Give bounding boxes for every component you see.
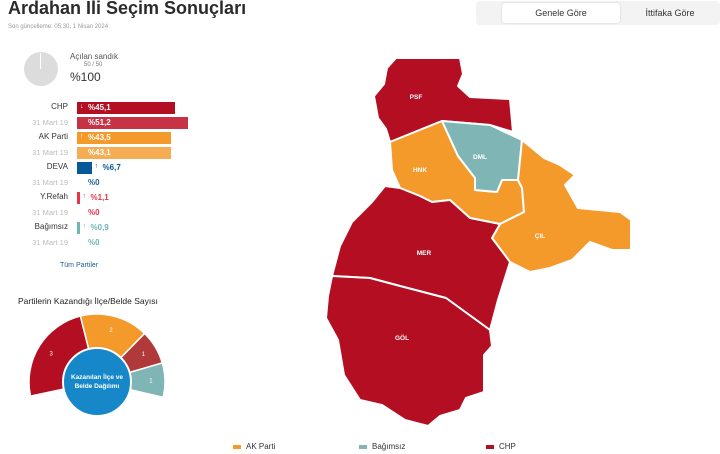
current-result-bar: [77, 162, 92, 174]
previous-election-label: 31 Mart 19: [32, 148, 68, 157]
legend-label-chp: CHP: [499, 442, 516, 451]
previous-election-label: 31 Mart 19: [32, 238, 68, 247]
legend-label-ak-parti: AK Parti: [246, 442, 276, 451]
trend-arrow: ↑: [82, 223, 87, 230]
legend-swatch-bagimsiz: [359, 445, 367, 449]
legend-label-bagimsiz: Bağımsız: [372, 442, 406, 451]
previous-percent: %51,2: [88, 118, 111, 127]
wins-center-label-2: Belde Dağılımı: [75, 383, 120, 390]
wins-title: Partilerin Kazandığı İlçe/Belde Sayısı: [18, 296, 158, 306]
district-map: PSF HNK DML ÇIL MER GÖL: [325, 57, 630, 427]
party-name: AK Parti: [38, 132, 68, 141]
trend-arrow: ↑: [94, 163, 99, 170]
current-result-bar: [77, 102, 175, 114]
district-label-hnk: HNK: [413, 167, 427, 174]
previous-result-bar: [77, 147, 171, 159]
party-name: Bağımsız: [34, 222, 68, 231]
current-percent: %43,5: [88, 133, 111, 142]
previous-percent: %0: [88, 238, 100, 247]
current-result-bar: [77, 192, 80, 204]
legend-swatch-chp: [486, 445, 494, 449]
previous-result-bar: [77, 117, 189, 129]
current-result-bar: [77, 222, 80, 234]
current-percent: %45,1: [88, 103, 111, 112]
district-label-dml: DML: [473, 154, 487, 161]
ballot-count: 50 / 50: [84, 62, 103, 68]
ballot-percent: %100: [70, 70, 101, 84]
previous-percent: %0: [88, 178, 100, 187]
wins-donut-chart: 3 2 1 1 Kazanılan İlçe ve Belde Dağılımı: [28, 313, 166, 417]
previous-percent: %43,1: [88, 148, 111, 157]
previous-election-label: 31 Mart 19: [32, 178, 68, 187]
all-parties-link[interactable]: Tüm Partiler: [60, 262, 99, 269]
district-label-psf: PSF: [410, 94, 423, 101]
previous-election-label: 31 Mart 19: [32, 118, 68, 127]
previous-election-label: 31 Mart 19: [32, 208, 68, 217]
legend-swatch-ak-parti: [233, 445, 241, 449]
district-cil[interactable]: [491, 139, 630, 273]
tab-ittifaka-gore[interactable]: İttifaka Göre: [645, 8, 695, 18]
wins-center-circle: [62, 347, 132, 417]
page-title: Ardahan İli Seçim Sonuçları: [8, 0, 247, 18]
party-name: DEVA: [46, 162, 68, 171]
party-name: Y.Refah: [40, 192, 68, 201]
district-label-mer: MER: [417, 250, 432, 257]
current-percent: %1,1: [90, 193, 109, 202]
ballot-progress-pie: [24, 52, 58, 86]
district-label-gol: GÖL: [395, 333, 409, 342]
trend-arrow: ↑: [80, 133, 84, 140]
view-tabs: Genele Göre İttifaka Göre: [476, 1, 720, 25]
party-name: CHP: [51, 102, 68, 111]
ballot-label: Açılan sandık: [70, 52, 119, 61]
last-updated: Son güncelleme: 05:30, 1 Nisan 2024: [8, 24, 109, 30]
wins-segment-count-2: 1: [142, 352, 146, 358]
tab-genele-gore[interactable]: Genele Göre: [502, 3, 620, 23]
pie-needle: [40, 53, 41, 69]
current-result-bar: [77, 132, 172, 144]
district-label-cil: ÇIL: [535, 233, 546, 240]
current-percent: %0,9: [90, 223, 109, 232]
trend-arrow: ↑: [82, 193, 87, 200]
wins-center-label-1: Kazanılan İlçe ve: [71, 373, 123, 381]
wins-segment-count-1: 2: [109, 328, 113, 334]
previous-percent: %0: [88, 208, 100, 217]
current-percent: %6,7: [102, 163, 121, 172]
district-dml[interactable]: [441, 120, 523, 193]
district-gol[interactable]: [325, 275, 493, 427]
wins-segment-count-3: 1: [149, 378, 153, 384]
wins-segment-count-0: 3: [49, 351, 53, 357]
trend-arrow: ↓: [80, 103, 84, 110]
